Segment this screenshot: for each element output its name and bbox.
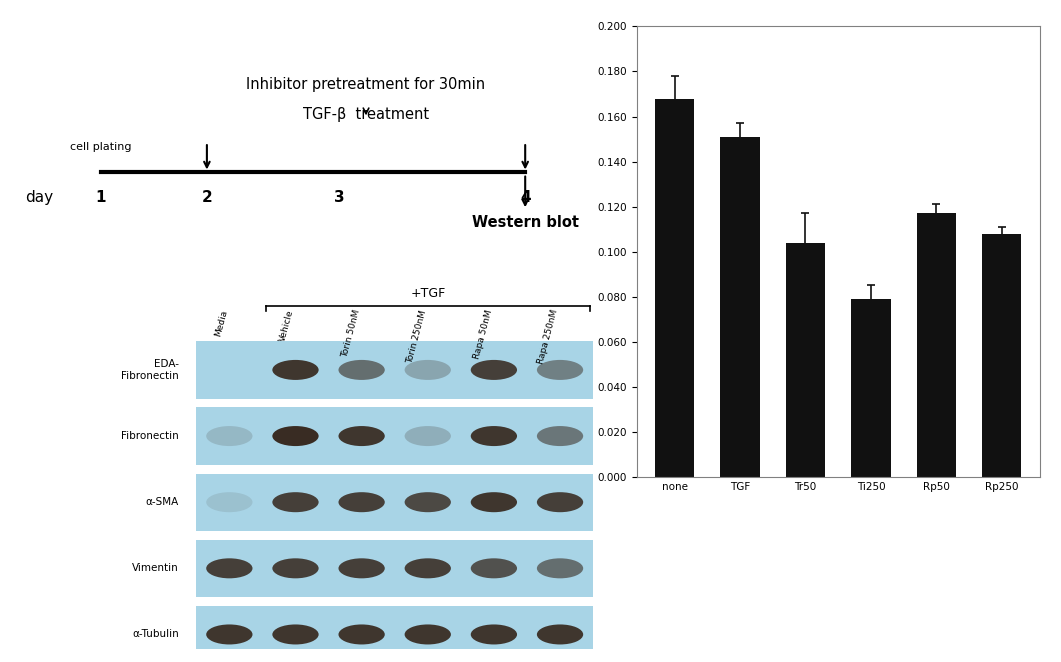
Bar bbox=[720, 137, 760, 477]
Ellipse shape bbox=[206, 624, 253, 645]
Bar bbox=[196, 473, 593, 531]
Ellipse shape bbox=[338, 492, 385, 512]
Text: TGF-β  treatment: TGF-β treatment bbox=[303, 107, 429, 122]
Ellipse shape bbox=[537, 558, 584, 579]
Ellipse shape bbox=[273, 624, 318, 645]
Ellipse shape bbox=[537, 624, 584, 645]
Text: 3: 3 bbox=[334, 190, 345, 205]
Text: α-Tubulin: α-Tubulin bbox=[132, 630, 179, 639]
Ellipse shape bbox=[206, 558, 253, 579]
Text: day: day bbox=[24, 190, 53, 205]
Bar bbox=[786, 242, 825, 477]
Ellipse shape bbox=[471, 624, 517, 645]
Ellipse shape bbox=[338, 360, 385, 380]
Ellipse shape bbox=[338, 426, 385, 446]
Ellipse shape bbox=[273, 426, 318, 446]
Bar bbox=[196, 342, 593, 399]
Ellipse shape bbox=[404, 492, 451, 512]
Text: Rapa 50nM: Rapa 50nM bbox=[472, 308, 494, 360]
Ellipse shape bbox=[537, 360, 584, 380]
Ellipse shape bbox=[471, 426, 517, 446]
Bar bbox=[851, 299, 890, 477]
Ellipse shape bbox=[537, 426, 584, 446]
Ellipse shape bbox=[338, 624, 385, 645]
Ellipse shape bbox=[206, 426, 253, 446]
Ellipse shape bbox=[471, 360, 517, 380]
Text: Inhibitor pretreatment for 30min: Inhibitor pretreatment for 30min bbox=[246, 77, 486, 92]
Ellipse shape bbox=[273, 492, 318, 512]
Text: Media: Media bbox=[213, 308, 229, 337]
Ellipse shape bbox=[404, 360, 451, 380]
Text: Western blot: Western blot bbox=[472, 215, 578, 230]
Text: Fibronectin: Fibronectin bbox=[121, 431, 179, 441]
Text: Rapa 250nM: Rapa 250nM bbox=[537, 308, 560, 365]
Text: 2: 2 bbox=[202, 190, 212, 205]
Bar bbox=[982, 234, 1022, 477]
Bar bbox=[655, 99, 694, 477]
Text: 1: 1 bbox=[95, 190, 106, 205]
Text: Vimentin: Vimentin bbox=[132, 563, 179, 573]
Ellipse shape bbox=[273, 360, 318, 380]
Bar bbox=[196, 407, 593, 465]
Ellipse shape bbox=[471, 558, 517, 579]
Bar bbox=[196, 606, 593, 662]
Ellipse shape bbox=[404, 558, 451, 579]
Text: 4: 4 bbox=[520, 190, 530, 205]
Ellipse shape bbox=[404, 426, 451, 446]
Text: Torin 250nM: Torin 250nM bbox=[405, 308, 428, 364]
Bar bbox=[196, 540, 593, 597]
Bar bbox=[917, 213, 956, 477]
Ellipse shape bbox=[338, 558, 385, 579]
Text: +TGF: +TGF bbox=[411, 287, 446, 301]
Ellipse shape bbox=[471, 492, 517, 512]
Text: α-SMA: α-SMA bbox=[145, 497, 179, 507]
Text: cell plating: cell plating bbox=[70, 142, 132, 152]
Ellipse shape bbox=[273, 558, 318, 579]
Text: Torin 50nM: Torin 50nM bbox=[341, 308, 362, 359]
Text: EDA-
Fibronectin: EDA- Fibronectin bbox=[121, 359, 179, 381]
Ellipse shape bbox=[206, 492, 253, 512]
Ellipse shape bbox=[404, 624, 451, 645]
Ellipse shape bbox=[537, 492, 584, 512]
Text: Vehicle: Vehicle bbox=[278, 308, 295, 342]
